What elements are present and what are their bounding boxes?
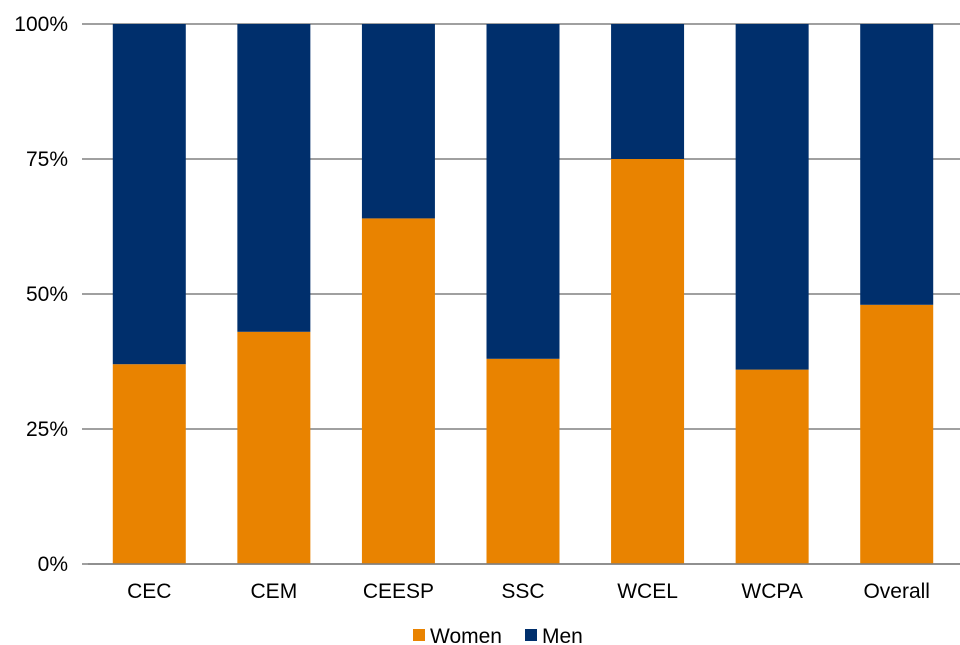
- bar-women-cec: [112, 364, 186, 564]
- bar-men-cec: [112, 24, 186, 365]
- bar-women-wcpa: [735, 369, 809, 564]
- x-tick-label: CEM: [251, 580, 298, 603]
- bar-men-wcpa: [735, 24, 809, 370]
- y-axis: 0% 25% 50% 75% 100%: [14, 13, 88, 576]
- y-tick-label: 25%: [26, 418, 68, 441]
- bar-men-cem: [237, 24, 311, 332]
- legend-label-women: Women: [430, 625, 502, 645]
- x-tick-label: CEC: [127, 580, 171, 603]
- legend-label-men: Men: [542, 625, 583, 645]
- x-tick-label: Overall: [863, 580, 930, 603]
- bars: [112, 24, 934, 564]
- x-tick-label: SSC: [501, 580, 544, 603]
- y-tick-label: 100%: [14, 13, 68, 36]
- y-tick-label: 0%: [38, 553, 68, 576]
- bar-women-ssc: [486, 358, 560, 564]
- bar-women-overall: [860, 304, 934, 564]
- bar-women-ceesp: [361, 218, 435, 564]
- bar-women-cem: [237, 331, 311, 564]
- x-axis: CEC CEM CEESP SSC WCEL WCPA Overall: [88, 563, 960, 603]
- legend-swatch-men: [525, 629, 537, 641]
- bar-men-overall: [860, 24, 934, 305]
- bar-women-wcel: [611, 159, 685, 564]
- y-tick-label: 50%: [26, 283, 68, 306]
- bar-men-wcel: [611, 24, 685, 159]
- bar-men-ceesp: [361, 24, 435, 219]
- x-tick-label: WCEL: [617, 580, 678, 603]
- y-tick-label: 75%: [26, 148, 68, 171]
- legend-swatch-women: [413, 629, 425, 641]
- bar-men-ssc: [486, 24, 560, 359]
- legend: Women Men: [413, 625, 583, 645]
- x-tick-label: WCPA: [741, 580, 802, 603]
- x-tick-label: CEESP: [363, 580, 434, 603]
